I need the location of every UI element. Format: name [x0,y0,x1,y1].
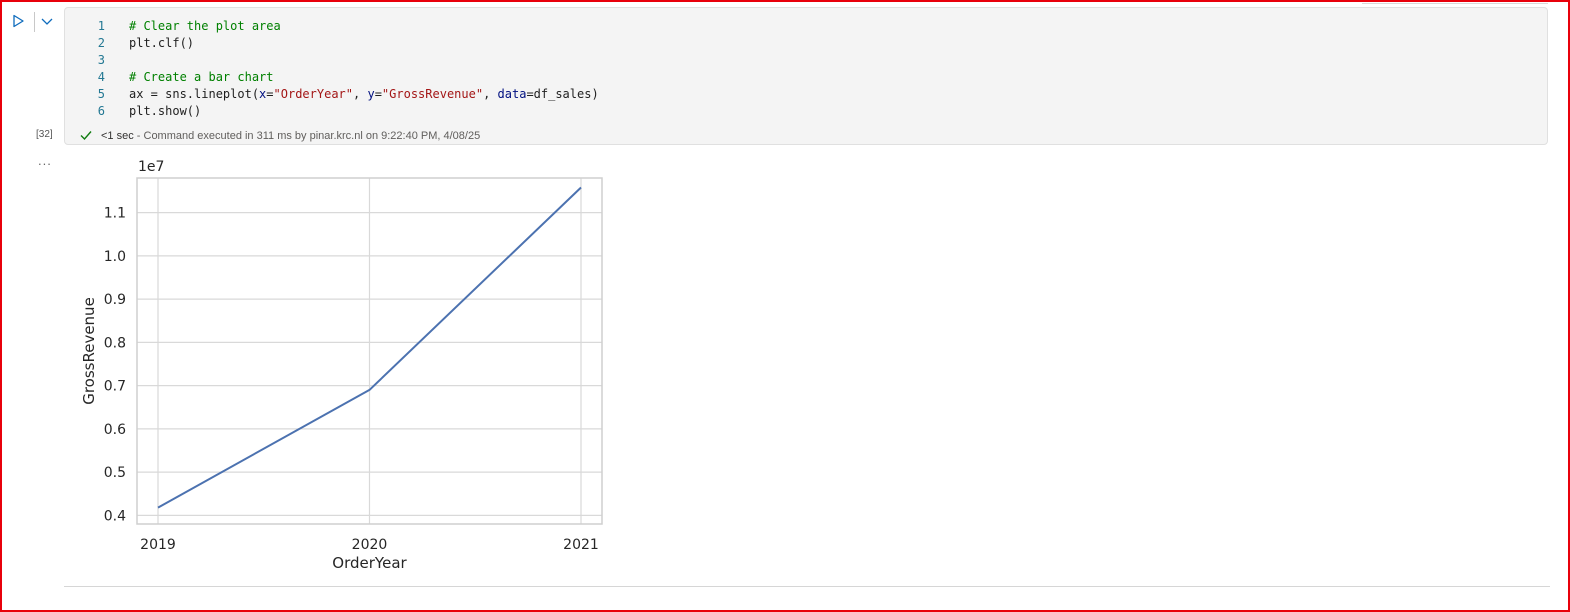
code-line[interactable]: 3 [65,52,765,69]
code-line[interactable]: 6 plt.show() [65,103,765,120]
y-tick-label: 1.1 [104,206,126,222]
code-line[interactable]: 1 # Clear the plot area [65,18,765,35]
code-text: ax = sns.lineplot(x="OrderYear", y="Gros… [129,86,599,103]
x-axis-label: OrderYear [332,554,407,572]
code-token: # Clear the plot area [129,19,281,33]
code-line[interactable]: 4 # Create a bar chart [65,69,765,86]
y-axis-label: GrossRevenue [80,297,98,405]
line-number: 5 [97,87,105,101]
code-token: , [483,87,498,101]
status-duration: <1 sec [101,130,134,142]
code-token: plt.show() [129,104,202,118]
cell-separator [64,586,1550,587]
code-token: =df_sales) [526,87,599,101]
y-tick-label: 0.6 [104,422,126,438]
code-token: y [367,87,375,101]
line-number: 1 [97,19,105,33]
code-token: = [374,87,382,101]
code-token: plt.clf() [129,36,195,50]
code-token: # Create a bar chart [129,70,274,84]
checkmark-icon [80,131,92,141]
y-tick-label: 0.4 [104,508,126,524]
code-token: ax = sns.lineplot( [129,87,260,101]
y-tick-label: 0.5 [104,465,126,481]
code-text: # Clear the plot area [129,18,281,35]
cell-top-border [1362,3,1548,4]
run-options-button[interactable] [38,12,56,30]
y-tick-label: 0.7 [104,379,126,395]
code-token: "GrossRevenue" [381,87,484,101]
line-number: 6 [97,104,105,118]
status-text: - Command executed in 311 ms by pinar.kr… [133,130,481,142]
execution-count: [32] [36,129,53,140]
code-token: , [353,87,368,101]
code-token: "OrderYear" [273,87,353,101]
y-tick-label: 1.0 [104,249,126,265]
x-tick-label: 2020 [352,537,388,553]
x-tick-label: 2021 [563,537,599,553]
code-text: # Create a bar chart [129,69,274,86]
line-chart: 0.4 0.5 0.6 0.7 0.8 0.9 1.0 1.1 2019 2020 2021 1e7 O… [80,159,603,572]
execution-status: <1 sec - Command executed in 311 ms by p… [79,128,480,144]
code-text: plt.clf() [129,35,194,52]
output-more-button[interactable]: ... [38,153,52,168]
play-triangle-icon [13,14,24,28]
code-line[interactable]: 5 ax = sns.lineplot(x="OrderYear", y="Gro… [65,86,765,103]
x-tick-label: 2019 [140,537,176,553]
chevron-down-icon [41,18,53,25]
line-number: 4 [97,70,105,84]
code-cell[interactable]: 1 # Clear the plot area 2 plt.clf() 3 4 # Crea… [64,7,1548,145]
axis-offset-label: 1e7 [138,159,164,175]
line-number: 3 [97,53,105,67]
code-token: x [259,87,267,101]
run-cell-button[interactable] [9,12,27,30]
code-text: plt.show() [129,103,201,120]
code-token: = [266,87,274,101]
plot-frame [136,177,603,525]
code-token: data [497,87,527,101]
y-tick-label: 0.9 [104,292,126,308]
line-number: 2 [97,36,105,50]
gutter-separator [34,12,35,32]
code-line[interactable]: 2 plt.clf() [65,35,765,52]
y-tick-label: 0.8 [104,335,126,351]
